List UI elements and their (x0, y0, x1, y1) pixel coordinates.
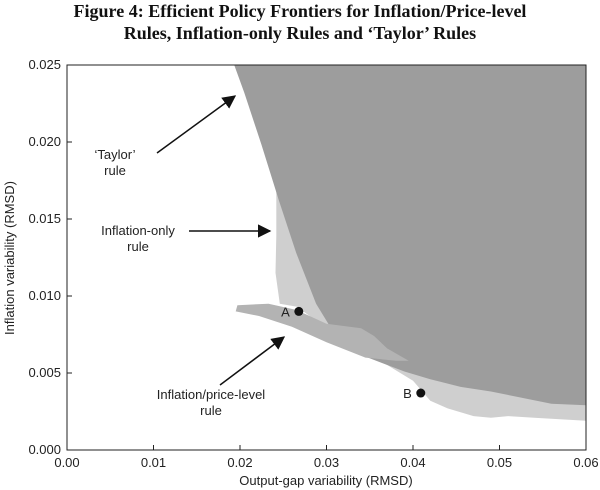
region-inflation-price-level-rule (235, 303, 409, 361)
x-tick-label: 0.02 (227, 455, 252, 470)
region-taylor-rule (234, 65, 586, 406)
labeled-points: AB (281, 304, 426, 401)
x-tick-label: 0.03 (314, 455, 339, 470)
y-tick-label: 0.020 (28, 134, 61, 149)
x-tick-label: 0.01 (141, 455, 166, 470)
price-level-arrow (219, 336, 286, 386)
y-axis: 0.000 0.005 0.010 0.015 0.020 0.025 (28, 57, 72, 457)
chart-title-line-1: Figure 4: Efficient Policy Frontiers for… (73, 1, 527, 21)
chart-title: Figure 4: Efficient Policy Frontiers for… (0, 0, 600, 44)
annotation-price-level-line-2: rule (200, 403, 222, 418)
annotation-price-level-line-1: Inflation/price-level (157, 387, 265, 402)
point-b (416, 388, 426, 398)
taylor-arrow (156, 95, 237, 154)
annotation-taylor-rule: ‘Taylor’ rule (95, 95, 237, 178)
annotation-inflation-only-line-1: Inflation-only (101, 223, 175, 238)
annotation-inflation-only-rule: Inflation-only rule (101, 223, 272, 254)
annotation-taylor-line-1: ‘Taylor’ (95, 147, 136, 162)
y-axis-label: Inflation variability (RMSD) (2, 181, 17, 335)
y-tick-label: 0.015 (28, 211, 61, 226)
annotation-inflation-only-line-2: rule (127, 239, 149, 254)
x-tick-label: 0.06 (573, 455, 598, 470)
y-tick-label: 0.025 (28, 57, 61, 72)
point-a (294, 306, 304, 316)
x-tick-label: 0.05 (487, 455, 512, 470)
x-tick-label: 0.04 (400, 455, 425, 470)
y-tick-label: 0.000 (28, 442, 61, 457)
plot-area (234, 65, 586, 421)
y-tick-label: 0.005 (28, 365, 61, 380)
x-tick-label: 0.00 (54, 455, 79, 470)
y-tick-label: 0.010 (28, 288, 61, 303)
x-axis: 0.00 0.01 0.02 0.03 0.04 0.05 0.06 (54, 445, 599, 470)
point-label-b: B (403, 386, 412, 401)
x-axis-label: Output-gap variability (RMSD) (239, 473, 412, 488)
chart-title-line-2: Rules, Inflation-only Rules and ‘Taylor’… (123, 23, 477, 43)
annotation-taylor-line-2: rule (104, 163, 126, 178)
annotation-price-level-rule: Inflation/price-level rule (157, 336, 286, 418)
point-label-a: A (281, 304, 290, 319)
